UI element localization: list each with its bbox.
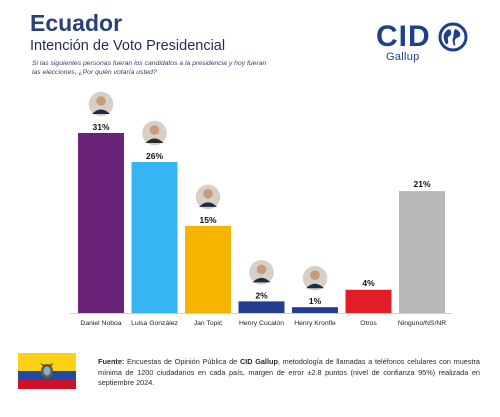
chart-subtitle: Intención de Voto Presidencial [30,38,226,54]
bar-chart: 31% Daniel Noboa 26% Luisa González 15% Jan T… [70,90,452,327]
value-label: 31% [92,122,109,132]
value-label: 26% [146,151,163,161]
footer: Fuente: Encuestas de Opinión Pública de … [18,352,482,408]
category-label: Ninguno/NS/NR [398,320,446,327]
value-label: 4% [362,278,375,288]
portrait-icon [140,119,169,147]
source-text-1: Encuestas de Opinión Pública de [124,357,240,366]
bar-daniel-noboa [78,133,124,313]
portrait-icon [194,183,222,211]
value-label: 1% [309,296,322,306]
value-label: 15% [199,215,216,225]
category-label: Henry Kronfle [294,320,336,327]
source-brand: CID Gallup [239,357,278,366]
survey-question: Si las siguientes personas fueran los ca… [32,60,267,77]
source-footnote: Fuente: Encuestas de Opinión Pública de … [98,357,480,389]
value-label: 2% [255,290,268,300]
page-title: Ecuador [30,10,123,36]
portrait-icon [87,90,115,118]
portrait-icon [247,258,276,287]
source-label: Fuente: [98,357,125,366]
logo-brand: CID [376,20,431,53]
bar-ninguno-ns-nr [399,191,445,313]
portrait-icon [301,264,329,292]
bar-henry-kronfle [292,307,338,313]
source-text-2: , metodología de llamadas a teléfonos ce… [98,357,480,388]
bar-jan-topi- [185,225,231,313]
category-label: Daniel Noboa [80,320,121,327]
category-label: Luisa González [131,320,178,327]
category-label: Jan Topić [194,320,223,327]
ecuador-flag-icon [18,353,76,389]
value-label: 21% [413,179,430,189]
globe-icon [438,22,468,52]
category-label: Henry Cucalón [239,320,284,327]
category-label: Otros [360,320,377,327]
bar-luisa-gonz-lez [131,162,178,313]
bar-henry-cucal-n [238,301,285,313]
bar-otros [345,289,392,313]
cid-gallup-logo: CID Gallup [376,20,476,66]
logo-subbrand: Gallup [386,51,420,63]
